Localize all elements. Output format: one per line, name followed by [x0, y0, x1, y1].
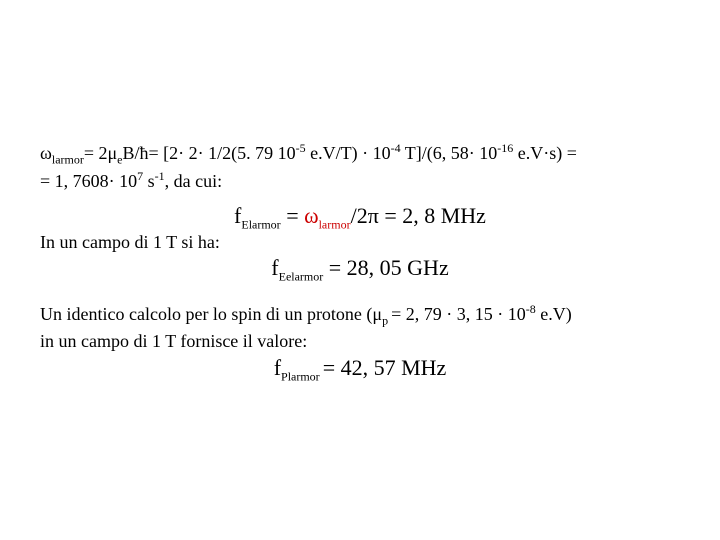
f-sub: Elarmor — [241, 217, 280, 231]
eq1-exp3: -16 — [497, 141, 513, 155]
paragraph-proton: Un identico calcolo per lo spin di un pr… — [40, 301, 680, 353]
eq1-mid2: T]/(6, 58· 10 — [401, 143, 498, 163]
mu-p-sub: p — [382, 313, 391, 327]
eq1-tail: e.V·s) = — [513, 143, 577, 163]
eq1-a: = 2 — [84, 143, 108, 163]
pi-sym: π — [368, 203, 379, 228]
eq1-exp1: -5 — [296, 141, 306, 155]
eq3-val: = 28, 05 GHz — [323, 255, 448, 280]
eq1-l2b: s — [143, 171, 155, 191]
eq4-val: = 42, 57 MHz — [323, 355, 447, 380]
para2b: = 2, 79 · 3, 15 · 10 — [391, 304, 526, 324]
para2d: in un campo di 1 T fornisce il valore: — [40, 331, 307, 351]
eq1-bh: B/ħ= [2· 2· 1/2(5. 79 10 — [123, 143, 296, 163]
eq1-mid1: e.V/T) · 10 — [306, 143, 391, 163]
eq2-over: /2 — [351, 203, 368, 228]
mu-p: μ — [372, 304, 382, 324]
eq1-l2exp2: -1 — [155, 169, 165, 183]
eq2-mid: = — [281, 203, 304, 228]
f-sym3: f — [274, 355, 281, 380]
equation-line-1: ωlarmor= 2μeB/ħ= [2· 2· 1/2(5. 79 10-5 e… — [40, 140, 680, 168]
omega-red-sub: larmor — [319, 217, 351, 231]
f-sub2: Eelarmor — [279, 270, 324, 284]
para2-exp: -8 — [526, 302, 536, 316]
omega-red: ω — [304, 203, 318, 228]
line-campo-1t: In un campo di 1 T si ha: — [40, 232, 680, 253]
eq1-l2a: = 1, 7608· 10 — [40, 171, 137, 191]
center-block-1: fElarmor = ωlarmor/2π = 2, 8 MHz — [40, 203, 680, 232]
f-sym2: f — [271, 255, 278, 280]
equation-line-2: = 1, 7608· 107 s-1, da cui: — [40, 168, 680, 193]
formula-fplarmor: fPlarmor = 42, 57 MHz — [40, 355, 680, 384]
eq1-exp2: -4 — [391, 141, 401, 155]
formula-felarmor: fElarmor = ωlarmor/2π = 2, 8 MHz — [40, 203, 680, 232]
omega-symbol: ω — [40, 143, 52, 163]
para2c: e.V) — [536, 304, 572, 324]
f-sub3: Plarmor — [281, 369, 323, 383]
mu-symbol: μ — [108, 143, 118, 163]
para2a: Un identico calcolo per lo spin di un pr… — [40, 304, 372, 324]
omega-sub: larmor — [52, 153, 84, 167]
formula-feelarmor: fEelarmor = 28, 05 GHz — [40, 255, 680, 284]
slide-content: ωlarmor= 2μeB/ħ= [2· 2· 1/2(5. 79 10-5 e… — [40, 140, 680, 384]
eq2-val: = 2, 8 MHz — [379, 203, 486, 228]
eq1-l2c: , da cui: — [165, 171, 222, 191]
